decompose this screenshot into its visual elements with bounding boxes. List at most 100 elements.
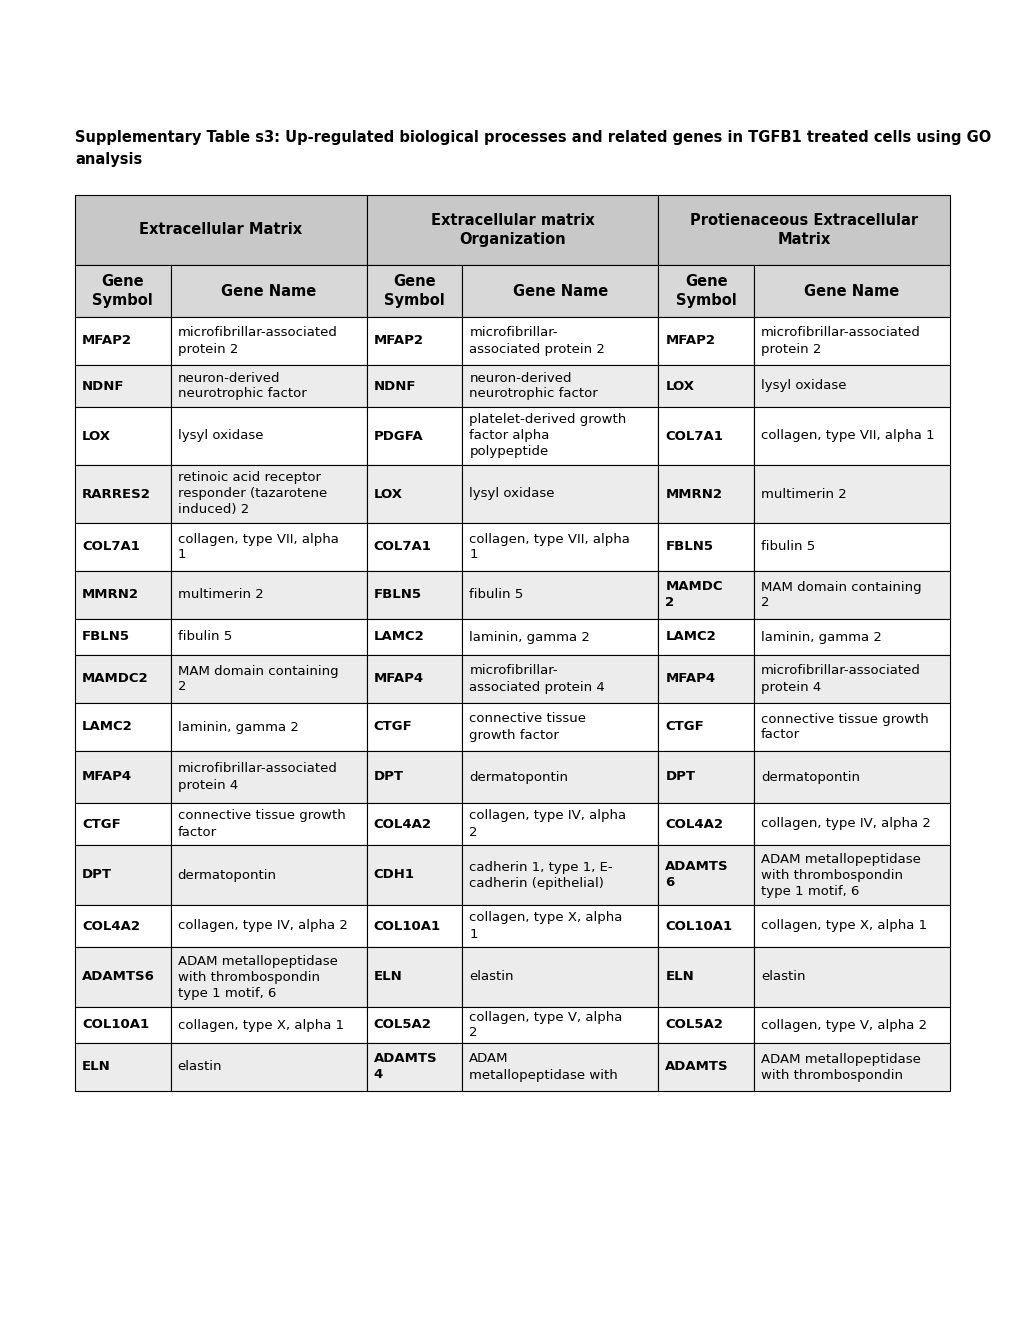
Text: DPT: DPT <box>373 771 404 784</box>
Bar <box>170 619 366 655</box>
Text: COL5A2: COL5A2 <box>373 1019 431 1031</box>
Bar <box>657 751 753 803</box>
Bar <box>75 845 170 906</box>
Bar <box>170 946 366 1007</box>
Text: LOX: LOX <box>373 487 403 500</box>
Text: collagen, type X, alpha
1: collagen, type X, alpha 1 <box>469 912 622 940</box>
Text: lysyl oxidase: lysyl oxidase <box>177 429 263 442</box>
Text: COL4A2: COL4A2 <box>82 920 140 932</box>
Text: RARRES2: RARRES2 <box>82 487 151 500</box>
Bar <box>657 906 753 946</box>
Bar <box>366 366 462 407</box>
Text: MAM domain containing
2: MAM domain containing 2 <box>177 664 338 693</box>
Text: COL10A1: COL10A1 <box>373 920 440 932</box>
Text: dermatopontin: dermatopontin <box>760 771 859 784</box>
Bar <box>170 572 366 619</box>
Text: neuron-derived
neurotrophic factor: neuron-derived neurotrophic factor <box>469 371 597 400</box>
Bar <box>462 572 657 619</box>
Bar <box>75 1043 170 1092</box>
Text: MAMDC2: MAMDC2 <box>82 672 149 685</box>
Text: collagen, type VII, alpha
1: collagen, type VII, alpha 1 <box>469 532 630 561</box>
Text: COL7A1: COL7A1 <box>82 540 140 553</box>
Bar <box>657 1043 753 1092</box>
Text: ADAMTS
6: ADAMTS 6 <box>664 861 729 890</box>
Bar <box>753 803 949 845</box>
Bar <box>75 195 366 265</box>
Bar <box>657 407 753 465</box>
Text: FBLN5: FBLN5 <box>82 631 129 644</box>
Bar <box>462 1043 657 1092</box>
Bar <box>170 265 366 317</box>
Bar <box>366 265 462 317</box>
Text: Gene
Symbol: Gene Symbol <box>384 275 444 308</box>
Bar <box>366 407 462 465</box>
Text: Extracellular Matrix: Extracellular Matrix <box>140 223 302 238</box>
Bar <box>753 704 949 751</box>
Bar <box>462 265 657 317</box>
Text: microfibrillar-
associated protein 4: microfibrillar- associated protein 4 <box>469 664 604 693</box>
Bar <box>366 465 462 523</box>
Bar <box>753 906 949 946</box>
Text: collagen, type IV, alpha
2: collagen, type IV, alpha 2 <box>469 809 626 838</box>
Bar <box>462 845 657 906</box>
Bar <box>753 619 949 655</box>
Text: COL7A1: COL7A1 <box>373 540 431 553</box>
Bar <box>462 366 657 407</box>
Text: PDGFA: PDGFA <box>373 429 423 442</box>
Text: connective tissue
growth factor: connective tissue growth factor <box>469 713 586 742</box>
Bar <box>753 407 949 465</box>
Text: Gene
Symbol: Gene Symbol <box>676 275 736 308</box>
Bar <box>462 906 657 946</box>
Bar <box>753 265 949 317</box>
Text: CDH1: CDH1 <box>373 869 415 882</box>
Text: CTGF: CTGF <box>82 817 120 830</box>
Bar <box>657 803 753 845</box>
Text: Gene Name: Gene Name <box>221 284 316 298</box>
Text: Gene
Symbol: Gene Symbol <box>93 275 153 308</box>
Text: collagen, type IV, alpha 2: collagen, type IV, alpha 2 <box>760 817 930 830</box>
Bar <box>366 803 462 845</box>
Text: fibulin 5: fibulin 5 <box>469 589 523 602</box>
Bar <box>366 523 462 572</box>
Text: fibulin 5: fibulin 5 <box>177 631 231 644</box>
Text: connective tissue growth
factor: connective tissue growth factor <box>760 713 928 742</box>
Text: MFAP2: MFAP2 <box>664 334 714 347</box>
Bar <box>462 655 657 704</box>
Text: DPT: DPT <box>664 771 695 784</box>
Bar <box>657 195 949 265</box>
Text: analysis: analysis <box>75 152 142 168</box>
Bar <box>75 655 170 704</box>
Text: MFAP4: MFAP4 <box>664 672 714 685</box>
Bar <box>462 803 657 845</box>
Text: collagen, type IV, alpha 2: collagen, type IV, alpha 2 <box>177 920 347 932</box>
Bar <box>753 572 949 619</box>
Bar <box>366 751 462 803</box>
Bar <box>753 751 949 803</box>
Bar <box>75 751 170 803</box>
Text: ADAMTS: ADAMTS <box>664 1060 729 1073</box>
Bar <box>753 317 949 366</box>
Bar <box>657 317 753 366</box>
Bar <box>366 906 462 946</box>
Text: COL7A1: COL7A1 <box>664 429 722 442</box>
Bar <box>366 1043 462 1092</box>
Bar <box>170 655 366 704</box>
Text: Gene Name: Gene Name <box>804 284 899 298</box>
Text: COL4A2: COL4A2 <box>373 817 431 830</box>
Bar <box>657 946 753 1007</box>
Text: retinoic acid receptor
responder (tazarotene
induced) 2: retinoic acid receptor responder (tazaro… <box>177 471 326 516</box>
Text: Gene Name: Gene Name <box>513 284 607 298</box>
Bar <box>170 1007 366 1043</box>
Text: MFAP2: MFAP2 <box>373 334 423 347</box>
Text: ADAMTS6: ADAMTS6 <box>82 970 155 983</box>
Bar <box>462 946 657 1007</box>
Text: elastin: elastin <box>177 1060 222 1073</box>
Text: platelet-derived growth
factor alpha
polypeptide: platelet-derived growth factor alpha pol… <box>469 413 626 458</box>
Text: ADAM metallopeptidase
with thrombospondin
type 1 motif, 6: ADAM metallopeptidase with thrombospondi… <box>177 954 337 999</box>
Text: FBLN5: FBLN5 <box>664 540 712 553</box>
Bar <box>462 1007 657 1043</box>
Text: Extracellular matrix
Organization: Extracellular matrix Organization <box>430 214 594 247</box>
Bar <box>75 407 170 465</box>
Text: collagen, type V, alpha
2: collagen, type V, alpha 2 <box>469 1011 622 1040</box>
Bar <box>75 803 170 845</box>
